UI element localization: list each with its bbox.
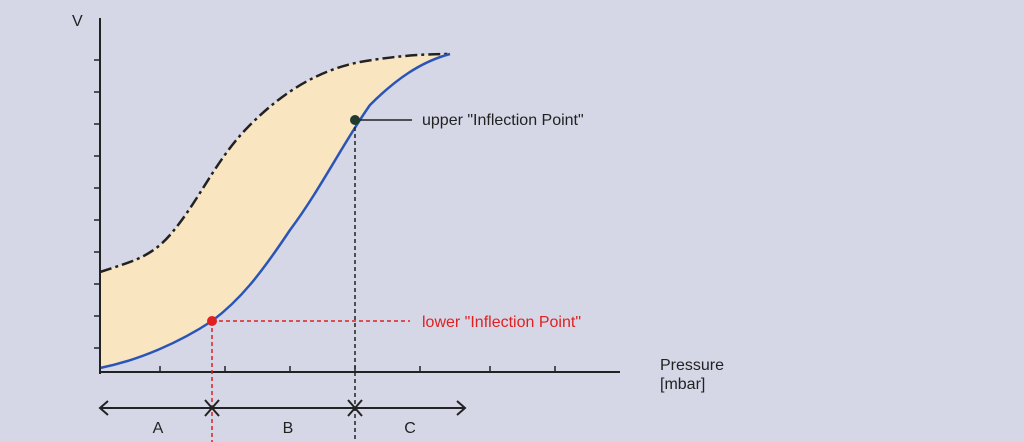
lower-annotation: lower "Inflection Point" — [422, 314, 581, 331]
segment-label: A — [153, 420, 164, 437]
lower-point — [207, 316, 217, 326]
range-arrows — [98, 399, 467, 417]
x-axis-unit: [mbar] — [660, 376, 705, 393]
loop-area — [100, 54, 450, 368]
upper-curve — [99, 52, 451, 274]
segment-label: B — [283, 420, 294, 437]
y-axis-label: V — [72, 13, 83, 30]
x-axis-label: Pressure — [660, 357, 724, 374]
upper-point — [350, 115, 360, 125]
lower-curve — [99, 52, 451, 370]
upper-annotation: upper "Inflection Point" — [422, 112, 584, 129]
axes — [99, 18, 620, 374]
segment-label: C — [404, 420, 416, 437]
